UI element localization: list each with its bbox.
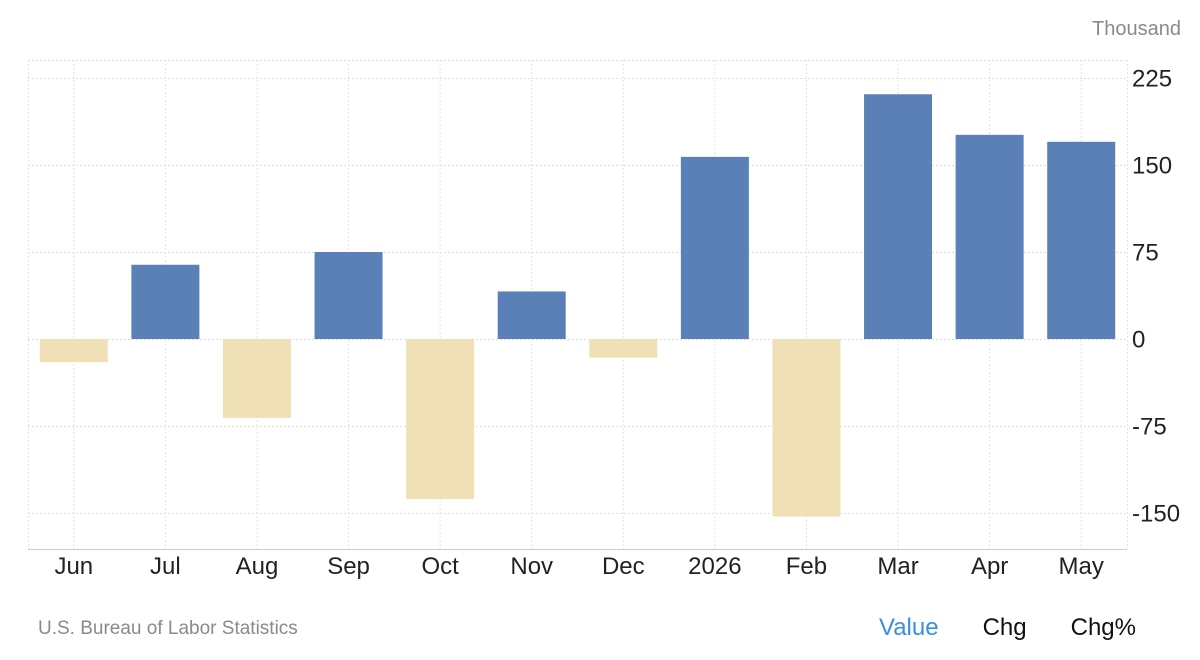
bar-apr[interactable] [955, 134, 1024, 339]
y-tick-label: 150 [1132, 153, 1172, 180]
y-tick-label: 75 [1132, 240, 1159, 267]
unit-label: Thousand [1092, 18, 1181, 40]
bar-feb[interactable] [772, 339, 841, 517]
bar-aug[interactable] [222, 339, 291, 418]
bar-dec[interactable] [589, 339, 658, 358]
bar-sep[interactable] [314, 252, 383, 339]
x-tick-label: Oct [421, 553, 459, 580]
x-tick-label: Sep [327, 553, 370, 580]
bar-chart: 225 150 75 0 -75 -150 Jun Jul Aug Sep Oct Nov Dec 20… [28, 18, 1181, 580]
y-tick-label: -75 [1132, 414, 1167, 441]
bar-jun[interactable] [39, 339, 108, 363]
y-tick-label: 0 [1132, 327, 1145, 354]
x-tick-label: Aug [236, 553, 279, 580]
bar-jul[interactable] [131, 264, 200, 339]
toggle-value[interactable]: Value [878, 614, 939, 641]
bar-2026[interactable] [680, 156, 749, 339]
y-tick-label: 225 [1132, 66, 1172, 93]
bars [39, 94, 1116, 517]
toggle-chg[interactable]: Chg [982, 614, 1027, 641]
bar-nov[interactable] [497, 291, 566, 339]
x-tick-label: Feb [786, 553, 827, 580]
x-axis: Jun Jul Aug Sep Oct Nov Dec 2026 Feb Mar Apr May [54, 553, 1103, 580]
bar-may[interactable] [1047, 141, 1116, 339]
x-tick-label: Nov [510, 553, 553, 580]
bar-mar[interactable] [864, 94, 933, 340]
x-tick-label: May [1059, 553, 1104, 580]
y-tick-label: -150 [1132, 501, 1180, 528]
x-tick-label: Jun [54, 553, 93, 580]
bar-oct[interactable] [406, 339, 475, 500]
y-axis: 225 150 75 0 -75 -150 [1132, 66, 1180, 528]
source-label: U.S. Bureau of Labor Statistics [38, 618, 298, 639]
x-tick-label: Mar [877, 553, 918, 580]
chart-footer: U.S. Bureau of Labor Statistics Value Ch… [0, 600, 1200, 656]
x-tick-label: Apr [971, 553, 1008, 580]
x-tick-label: Dec [602, 553, 645, 580]
view-toggles: Value Chg Chg% [879, 614, 1136, 642]
toggle-chg-percent[interactable]: Chg% [1070, 614, 1136, 641]
x-tick-label: Jul [150, 553, 181, 580]
x-tick-label: 2026 [688, 553, 741, 580]
